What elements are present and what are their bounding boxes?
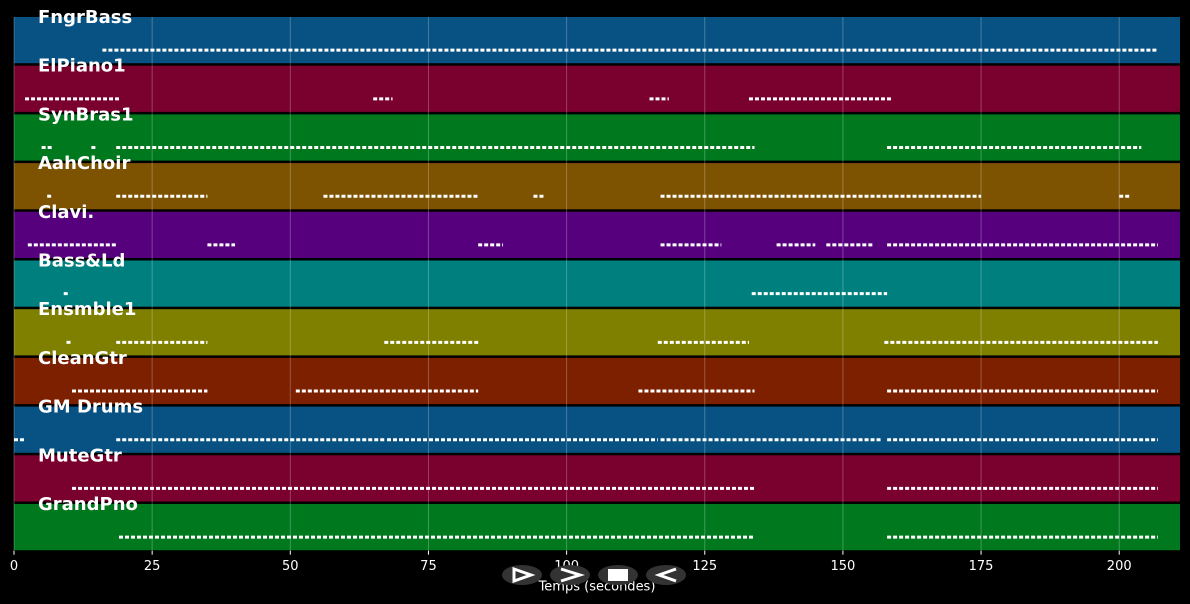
back-button[interactable]: [646, 565, 686, 585]
lane: [14, 504, 1180, 551]
transport-controls: [502, 565, 686, 585]
track-name: Ensmble1: [38, 299, 136, 320]
x-tick-label: 175: [969, 559, 994, 574]
x-tick-label: 125: [692, 559, 717, 574]
play-button[interactable]: [502, 565, 542, 585]
track-name: GrandPno: [38, 494, 138, 515]
forward-button[interactable]: [550, 565, 590, 585]
notes: [14, 48, 1158, 539]
x-tick-label: 25: [144, 559, 161, 574]
x-tick-label: 200: [1107, 559, 1132, 574]
track-name: GM Drums: [38, 397, 143, 418]
stop-button[interactable]: [598, 565, 638, 585]
track-name: Clavi.: [38, 202, 94, 223]
lane: [14, 211, 1180, 258]
lane: [14, 357, 1180, 405]
x-tick-label: 150: [830, 559, 855, 574]
lane: [14, 455, 1180, 502]
lane: [14, 260, 1180, 307]
track-name: CleanGtr: [38, 348, 127, 369]
track-name: SynBras1: [38, 104, 134, 125]
x-tick-label: 75: [420, 559, 437, 574]
track-name: ElPiano1: [38, 56, 126, 77]
lane: [14, 309, 1180, 356]
lane: [14, 114, 1180, 161]
lane: [14, 163, 1180, 210]
lane: [14, 406, 1180, 453]
x-tick-label: 0: [10, 559, 18, 574]
lanes: [14, 17, 1180, 551]
lane: [14, 65, 1180, 112]
track-name: FngrBass: [38, 7, 132, 28]
grid: [13, 17, 1120, 555]
track-name: AahChoir: [38, 153, 130, 174]
track-name: MuteGtr: [38, 445, 122, 466]
lane: [14, 17, 1180, 64]
track-name: Bass&Ld: [38, 251, 125, 272]
x-tick-label: 50: [282, 559, 299, 574]
